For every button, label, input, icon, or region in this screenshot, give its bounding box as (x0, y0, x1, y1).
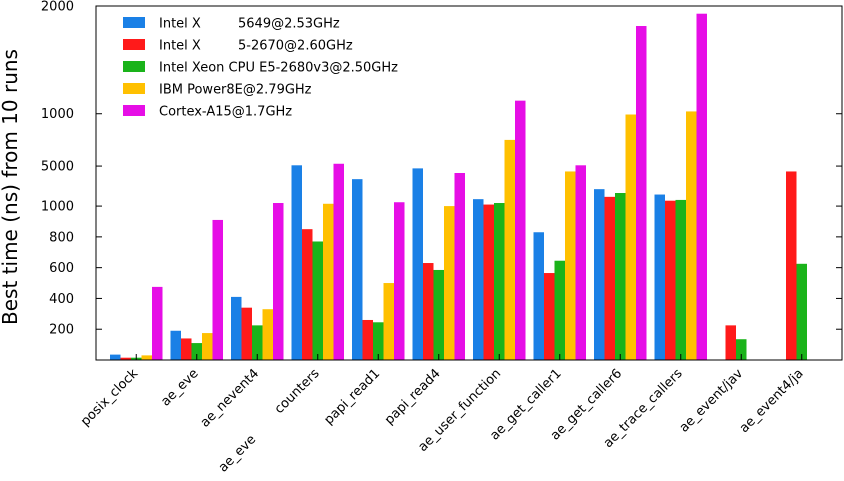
bar-ae-get-caller6-series-2 (604, 196, 615, 360)
bar-ae-event4-ja-series-3 (796, 263, 807, 360)
plot-frame (95, 5, 843, 361)
bar-posix-clock-series-4 (141, 355, 152, 360)
legend-swatch (123, 83, 145, 94)
legend-label: Intel Xeon CPU E5-2680v3@2.50GHz (159, 61, 398, 76)
bar-papi-read4-series-5 (454, 173, 465, 360)
bar-ae-user-function-series-5 (515, 100, 526, 360)
bar-papi-read4-series-2 (423, 263, 434, 360)
legend: Intel X 5649@2.53GHz Intel X 5-2670@2.60G… (123, 17, 398, 120)
bar-counters-series-3 (312, 241, 323, 360)
bar-ae-get-caller1-series-4 (565, 171, 576, 360)
bar-counters-series-1 (291, 165, 302, 360)
bar-ae-trace-callers-series-3 (675, 199, 686, 360)
bar-ae-nevent4-series-2 (241, 307, 252, 360)
x-tick-label: papi_read4 (382, 366, 444, 428)
bar-ae-get-caller1-series-1 (533, 232, 544, 360)
bar-ae-nevent4-series-1 (231, 296, 242, 360)
bar-papi-read1-series-5 (394, 202, 405, 360)
x-tick-label: ae_eve (158, 366, 201, 409)
bar-ae-get-caller6-series-1 (594, 189, 605, 360)
bar-ae-trace-callers-series-5 (696, 13, 707, 360)
x-extra-label: ae_eve (216, 432, 259, 475)
bar-papi-read4-series-4 (444, 206, 455, 360)
bar-ae-eve-series-2 (181, 338, 192, 360)
bar-posix-clock-series-5 (152, 286, 163, 360)
y-tick-label: 200 (49, 323, 74, 338)
bar-ae-eve-series-3 (191, 343, 202, 360)
y-tick-label: 800 (49, 230, 74, 245)
bar-ae-get-caller6-series-4 (625, 114, 636, 360)
bar-ae-user-function-series-1 (473, 199, 484, 360)
bar-papi-read1-series-4 (383, 283, 394, 360)
bar-papi-read4-series-3 (433, 269, 444, 360)
bar-ae-get-caller1-series-2 (544, 273, 555, 360)
bar-ae-event-jav-series-2 (725, 325, 736, 360)
y-tick-label: 1000 (41, 107, 74, 122)
legend-label: Intel X 5649@2.53GHz (159, 17, 340, 32)
legend-swatch (123, 105, 145, 116)
y-tick-label: 1000 (41, 200, 74, 215)
bar-ae-eve-series-4 (202, 333, 213, 360)
bar-counters-series-2 (302, 229, 313, 360)
bar-ae-user-function-series-4 (504, 139, 515, 360)
bar-counters-series-4 (323, 203, 334, 360)
legend-swatch (123, 17, 145, 28)
x-tick-label: ae_nevent4 (198, 366, 262, 430)
y-axis-label: Best time (ns) from 10 runs (0, 49, 22, 325)
legend-swatch (123, 61, 145, 72)
bar-ae-user-function-series-3 (494, 203, 505, 360)
bar-ae-get-caller6-series-3 (615, 193, 626, 360)
bar-ae-event-jav-series-3 (736, 339, 747, 360)
x-tick-label: papi_read1 (322, 366, 384, 428)
bar-ae-trace-callers-series-4 (686, 111, 697, 361)
bar-papi-read4-series-1 (412, 168, 423, 360)
bar-posix-clock-series-1 (110, 354, 121, 360)
legend-label: Cortex-A15@1.7GHz (159, 105, 292, 120)
x-tick-label: ae_event4/ja (737, 366, 807, 436)
y-tick-label: 400 (49, 292, 74, 307)
bar-ae-user-function-series-2 (483, 204, 494, 360)
bar-ae-get-caller6-series-5 (636, 26, 647, 360)
y-tick-label: 2000 (41, 0, 74, 15)
legend-label: Intel X 5-2670@2.60GHz (159, 39, 353, 54)
y-tick-label: 600 (49, 261, 74, 276)
bars-group (110, 13, 807, 361)
x-tick-label: posix_clock (78, 366, 141, 429)
bar-ae-eve-series-5 (212, 219, 223, 360)
y-axis: 200 400 600 800 1000 5000 1000 2000 (41, 0, 842, 338)
bar-ae-event4-ja-series-2 (786, 171, 797, 360)
bar-posix-clock-series-2 (120, 357, 131, 360)
bar-ae-nevent4-series-5 (273, 203, 284, 360)
bar-ae-trace-callers-series-1 (654, 194, 665, 360)
bar-ae-get-caller1-series-5 (575, 165, 586, 360)
y-tick-label: 5000 (41, 160, 74, 175)
bar-ae-trace-callers-series-2 (665, 200, 676, 360)
bar-counters-series-5 (333, 163, 344, 360)
bar-papi-read1-series-1 (352, 179, 363, 360)
bar-papi-read1-series-2 (362, 319, 373, 360)
legend-swatch (123, 39, 145, 50)
bar-papi-read1-series-3 (373, 322, 384, 360)
bar-ae-eve-series-1 (170, 330, 181, 360)
legend-label: IBM Power8E@2.79GHz (159, 83, 312, 98)
x-tick-label: counters (272, 366, 323, 417)
bar-ae-nevent4-series-4 (262, 309, 273, 360)
bar-ae-get-caller1-series-3 (554, 260, 565, 360)
bar-ae-nevent4-series-3 (252, 325, 263, 360)
